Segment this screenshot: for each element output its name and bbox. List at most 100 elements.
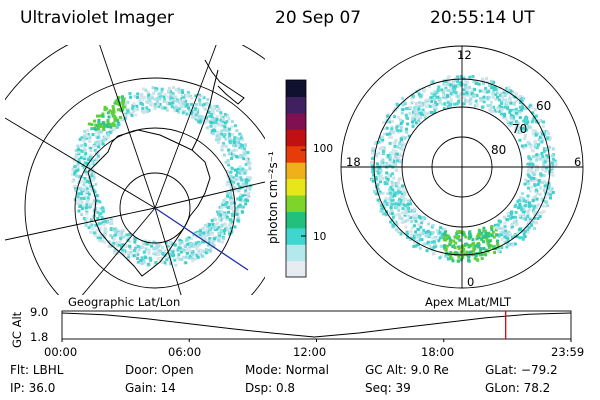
emission-pixel [515,123,519,127]
emission-pixel [523,118,527,122]
emission-pixel [226,227,230,231]
emission-pixel [536,119,540,123]
emission-pixel [496,247,500,250]
emission-pixel [454,91,458,95]
emission-pixel [399,229,403,233]
emission-pixel [89,153,93,157]
emission-pixel [230,120,234,124]
emission-pixel [442,106,446,110]
emission-pixel [484,233,488,237]
emission-pixel [238,145,242,149]
emission-pixel [500,106,504,110]
emission-pixel [222,134,226,138]
time-label: 20:55:14 UT [430,8,535,28]
emission-pixel [444,86,448,90]
emission-pixel [94,182,98,186]
emission-pixel [239,199,243,203]
emission-pixel [231,133,235,136]
emission-pixel [526,214,530,218]
emission-pixel [97,132,101,136]
emission-pixel [551,191,555,194]
emission-pixel [86,133,90,136]
emission-pixel [174,104,178,108]
emission-pixel [185,251,189,255]
emission-pixel [99,130,103,134]
emission-pixel [482,95,486,99]
emission-pixel [415,113,419,117]
emission-pixel [91,227,95,231]
emission-pixel [181,91,185,94]
emission-pixel [195,253,199,257]
emission-pixel [441,93,445,97]
emission-pixel [526,180,530,183]
date-label: 20 Sep 07 [275,8,362,28]
altitude-axis-label: GC Alt [10,311,24,348]
emission-pixel [381,138,385,142]
footer-seq: Seq: 39 [365,381,411,395]
emission-pixel [221,120,225,124]
emission-pixel [447,89,451,92]
emission-pixel [403,136,407,140]
emission-pixel [226,206,230,210]
emission-pixel [511,215,515,219]
emission-pixel [429,232,433,236]
emission-pixel [534,131,538,135]
emission-pixel [223,113,227,116]
emission-pixel [451,259,455,263]
emission-pixel [487,245,491,249]
emission-pixel [385,161,389,165]
emission-pixel [430,92,434,96]
emission-pixel [209,120,213,124]
emission-pixel [504,232,508,236]
mlat-label-80: 80 [491,143,506,157]
emission-pixel [97,145,101,149]
emission-pixel [247,194,251,198]
emission-pixel [228,204,232,208]
emission-pixel [421,232,425,235]
emission-pixel [222,128,226,132]
emission-pixel [234,144,237,148]
emission-pixel [503,215,506,219]
emission-pixel [482,82,485,85]
emission-pixel [509,98,513,101]
emission-pixel [535,158,539,162]
emission-pixel [528,162,532,166]
emission-pixel [102,124,106,128]
emission-pixel [237,177,240,181]
emission-pixel [109,125,113,129]
emission-pixel [75,155,79,159]
emission-pixel [233,225,237,229]
emission-pixel [237,138,241,141]
emission-pixel [381,135,384,139]
xtick-2359: 23:59 [551,345,584,359]
emission-pixel [457,255,461,259]
emission-pixel [184,99,188,103]
emission-pixel [497,219,501,223]
emission-pixel [493,223,497,227]
emission-pixel [472,249,475,253]
emission-pixel [206,126,209,130]
emission-pixel [391,172,395,176]
emission-pixel [497,109,501,113]
emission-pixel [412,224,416,228]
emission-pixel [535,190,539,194]
emission-pixel [193,257,197,261]
ytick-9-0: 9.0 [30,305,48,319]
emission-pixel [462,75,466,79]
emission-pixel [104,219,107,223]
emission-pixel [492,80,496,84]
emission-pixel [390,192,394,196]
emission-pixel [85,212,89,216]
emission-pixel [448,103,452,107]
emission-pixel [139,97,143,101]
emission-pixel [529,204,533,208]
emission-pixel [504,235,508,239]
emission-pixel [388,158,392,161]
emission-pixel [533,204,537,208]
emission-pixel [533,129,537,133]
emission-pixel [410,96,414,100]
emission-pixel [114,233,118,237]
emission-pixel [401,141,404,145]
emission-pixel [228,139,232,143]
emission-pixel [206,103,210,107]
